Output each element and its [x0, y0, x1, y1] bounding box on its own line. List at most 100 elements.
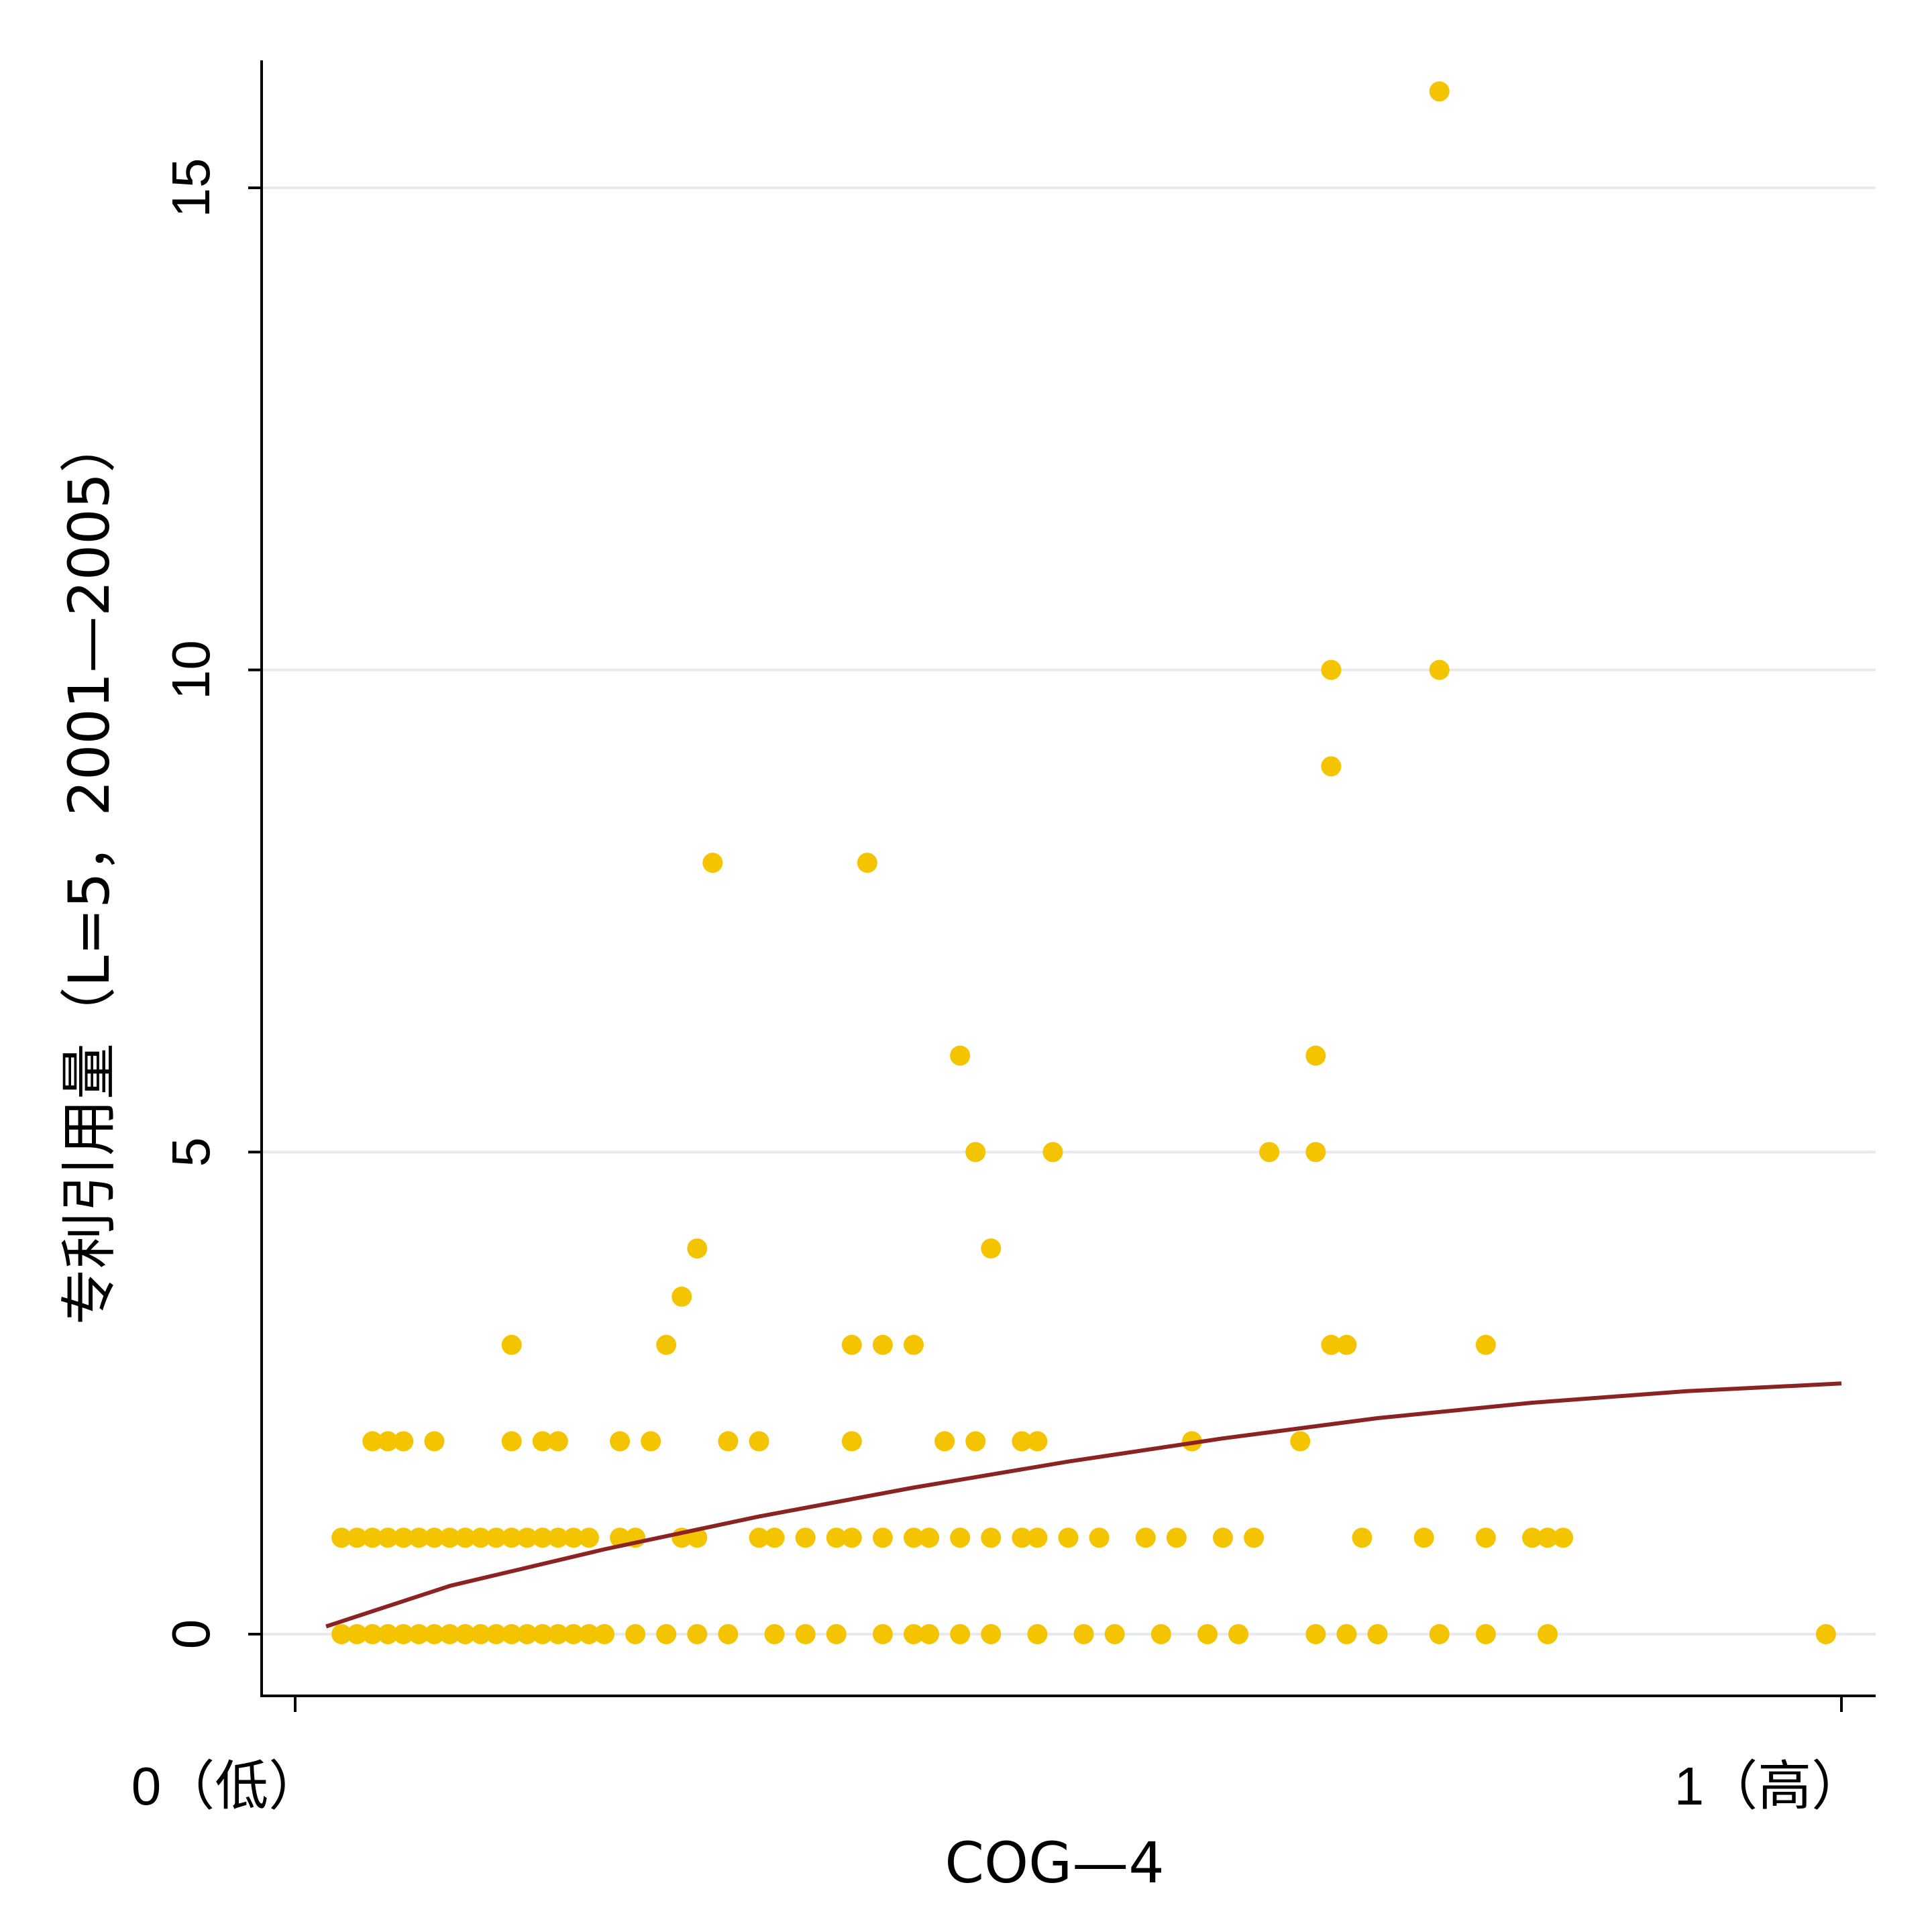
- data-point: [501, 1431, 522, 1452]
- data-point: [1538, 1624, 1558, 1644]
- data-point: [1073, 1624, 1094, 1644]
- data-point: [965, 1431, 986, 1452]
- data-point: [904, 1334, 924, 1355]
- data-point: [1012, 1431, 1032, 1452]
- data-point: [687, 1624, 708, 1644]
- data-point: [532, 1527, 553, 1548]
- data-point: [563, 1527, 584, 1548]
- fit-line: [325, 1381, 1842, 1629]
- data-point: [904, 1527, 924, 1548]
- data-point: [470, 1527, 491, 1548]
- y-tick-label-15: 15: [161, 158, 221, 218]
- data-point: [424, 1624, 445, 1644]
- data-point: [1336, 1624, 1357, 1644]
- data-point: [563, 1624, 584, 1644]
- data-point: [625, 1624, 646, 1644]
- data-point: [409, 1527, 429, 1548]
- data-point: [981, 1238, 1002, 1259]
- data-point: [857, 853, 877, 873]
- data-point: [1135, 1527, 1156, 1548]
- data-point: [1336, 1334, 1357, 1355]
- data-point: [594, 1624, 614, 1644]
- data-point: [1815, 1624, 1836, 1644]
- data-point: [578, 1527, 599, 1548]
- data-point: [547, 1624, 568, 1644]
- gridlines: [263, 186, 1876, 1635]
- data-point: [610, 1527, 631, 1548]
- data-point: [501, 1527, 522, 1548]
- data-point: [904, 1624, 924, 1644]
- y-axis-title: 专利引用量（L=5，2001—2005）: [56, 417, 122, 1325]
- data-point: [486, 1624, 506, 1644]
- data-point: [826, 1624, 847, 1644]
- data-point: [532, 1624, 553, 1644]
- data-point: [439, 1527, 460, 1548]
- data-point: [455, 1624, 476, 1644]
- data-point: [1228, 1624, 1249, 1644]
- data-point: [470, 1624, 491, 1644]
- data-point: [749, 1527, 769, 1548]
- data-point: [950, 1045, 971, 1066]
- data-point: [872, 1527, 893, 1548]
- data-point: [1104, 1624, 1125, 1644]
- data-point: [424, 1431, 445, 1452]
- data-point: [439, 1624, 460, 1644]
- data-point: [517, 1527, 537, 1548]
- data-point: [378, 1431, 398, 1452]
- data-point: [965, 1142, 986, 1163]
- data-point: [393, 1624, 414, 1644]
- data-point: [1290, 1431, 1311, 1452]
- data-point: [1553, 1527, 1574, 1548]
- data-point: [393, 1527, 414, 1548]
- axes: [260, 60, 1876, 1697]
- data-point: [1197, 1624, 1218, 1644]
- data-point: [841, 1527, 862, 1548]
- data-point: [981, 1527, 1002, 1548]
- data-point: [1305, 1142, 1326, 1163]
- data-point: [950, 1527, 971, 1548]
- data-point: [501, 1334, 522, 1355]
- data-point: [1305, 1045, 1326, 1066]
- data-point: [1413, 1527, 1434, 1548]
- data-point: [872, 1334, 893, 1355]
- data-point: [1089, 1527, 1110, 1548]
- fit-line-group: [325, 1381, 1842, 1629]
- data-point: [1259, 1142, 1280, 1163]
- data-point: [841, 1334, 862, 1355]
- data-point: [934, 1431, 955, 1452]
- data-point: [578, 1624, 599, 1644]
- data-point: [362, 1431, 383, 1452]
- data-point: [702, 853, 723, 873]
- data-point: [1150, 1624, 1171, 1644]
- y-tick-label-5: 5: [161, 1137, 221, 1167]
- data-point: [656, 1334, 677, 1355]
- data-point: [1012, 1527, 1032, 1548]
- data-point: [409, 1624, 429, 1644]
- data-point: [378, 1527, 398, 1548]
- data-point: [362, 1624, 383, 1644]
- data-point: [718, 1624, 739, 1644]
- data-point: [347, 1527, 368, 1548]
- x-tick-label-0: 0（低）: [131, 1756, 323, 1816]
- data-point: [656, 1624, 677, 1644]
- data-point: [826, 1527, 847, 1548]
- data-point: [517, 1624, 537, 1644]
- data-point: [687, 1238, 708, 1259]
- data-point: [1321, 756, 1342, 777]
- data-point: [610, 1431, 631, 1452]
- data-point: [1042, 1142, 1063, 1163]
- data-point: [1538, 1527, 1558, 1548]
- data-point: [795, 1527, 816, 1548]
- data-point: [1429, 1624, 1450, 1644]
- data-point: [1475, 1527, 1496, 1548]
- data-point: [764, 1527, 785, 1548]
- x-tick-label-1: 1（高）: [1674, 1756, 1866, 1816]
- data-point: [841, 1431, 862, 1452]
- data-point: [378, 1624, 398, 1644]
- data-point: [1522, 1527, 1542, 1548]
- data-point: [718, 1431, 739, 1452]
- data-point: [641, 1431, 661, 1452]
- data-point: [872, 1624, 893, 1644]
- data-point: [672, 1286, 692, 1307]
- data-point: [1213, 1527, 1233, 1548]
